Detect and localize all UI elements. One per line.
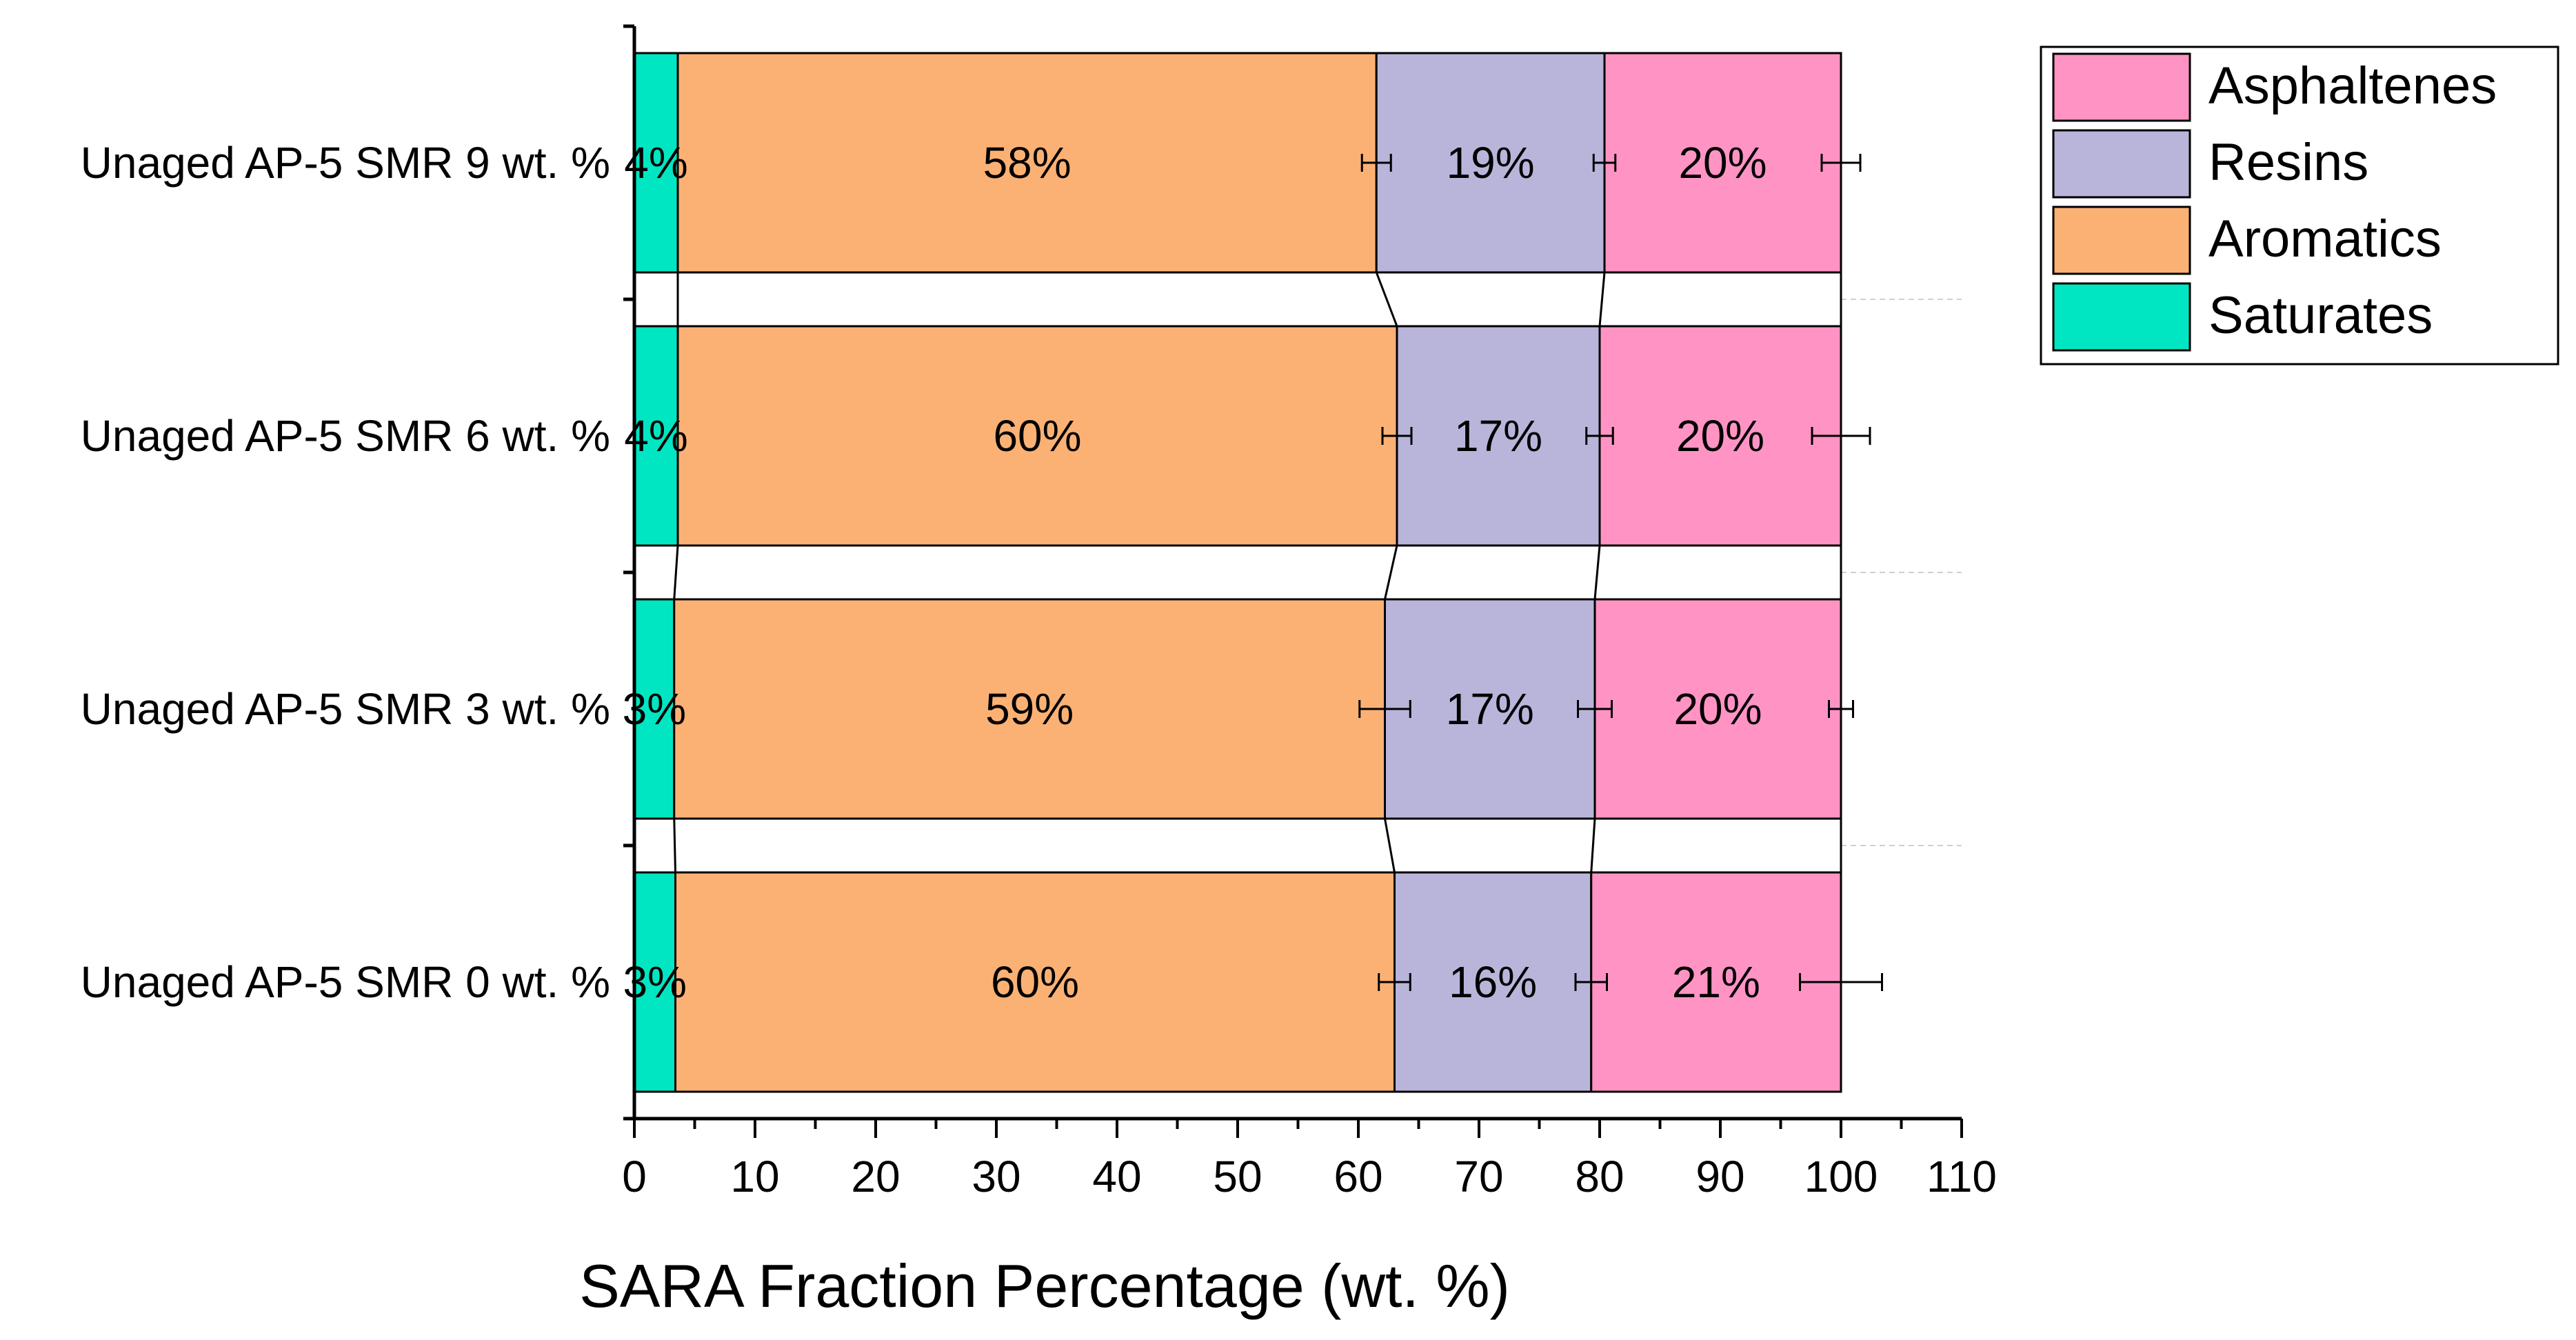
x-tick-label-50: 50 [1213,1152,1262,1201]
x-tick-label-40: 40 [1092,1152,1141,1201]
connector-line-resins [1590,818,1596,873]
x-tick-label-60: 60 [1334,1152,1382,1201]
x-tick-label-10: 10 [730,1152,779,1201]
legend-swatch-saturates [2052,282,2191,352]
error-bar-asphaltenes-unaged-ap-5-smr-6-wt [1811,427,1871,445]
legend: Asphaltenes Resins Aromatics Saturates [2040,46,2559,366]
bar-aromatics-unaged-ap-5-smr-6-wt [676,325,1398,547]
data-label-asphaltenes-unaged-ap-5-smr-0-wt: 21% [1672,957,1760,1007]
error-bar-resins-unaged-ap-5-smr-0-wt [1574,973,1608,991]
data-labels: 3% 60% 16% 21%3% 59% 17% 20%4% 60% 17% 20%4% 58% 19… [623,138,1767,1007]
bar-asphaltenes-unaged-ap-5-smr-9-wt [1603,52,1842,274]
bar-aromatics-unaged-ap-5-smr-3-wt [673,598,1386,820]
error-bar-aromatics-unaged-ap-5-smr-0-wt [1378,973,1411,991]
data-label-resins-unaged-ap-5-smr-0-wt: 16% [1449,957,1537,1007]
data-label-resins-unaged-ap-5-smr-3-wt: 17% [1446,684,1534,734]
error-bar-aromatics-unaged-ap-5-smr-3-wt [1358,700,1411,718]
error-bar-asphaltenes-unaged-ap-5-smr-0-wt [1799,973,1883,991]
data-label-asphaltenes-unaged-ap-5-smr-9-wt: 20% [1678,138,1767,188]
bar-resins-unaged-ap-5-smr-6-wt [1396,325,1601,547]
bar-aromatics-unaged-ap-5-smr-9-wt [676,52,1378,274]
x-tick-label-80: 80 [1575,1152,1624,1201]
x-tick-label-0: 0 [622,1152,647,1201]
connector-line-aromatics [1384,545,1398,600]
data-label-resins-unaged-ap-5-smr-9-wt: 19% [1447,138,1535,188]
bar-resins-unaged-ap-5-smr-9-wt [1375,52,1606,274]
connector-line-resins [1598,272,1606,327]
connector-line-aromatics [1384,818,1396,873]
error-bar-aromatics-unaged-ap-5-smr-9-wt [1360,154,1392,172]
error-bar-aromatics-unaged-ap-5-smr-6-wt [1381,427,1413,445]
x-tick-label-90: 90 [1695,1152,1744,1201]
y-tick-label-unaged-ap-5-smr-6-wt: Unaged AP-5 SMR 6 wt. % [81,411,610,461]
data-label-asphaltenes-unaged-ap-5-smr-3-wt: 20% [1673,684,1762,734]
y-tick-label-unaged-ap-5-smr-3-wt: Unaged AP-5 SMR 3 wt. % [81,684,610,734]
gap-outline [633,544,1842,601]
error-bars [1358,154,1883,991]
data-label-aromatics-unaged-ap-5-smr-6-wt: 60% [993,411,1081,461]
legend-label-saturates: Saturates [2208,286,2433,345]
bar-aromatics-unaged-ap-5-smr-0-wt [674,871,1396,1093]
data-label-asphaltenes-unaged-ap-5-smr-6-wt: 20% [1676,411,1764,461]
x-tick-label-110: 110 [1926,1152,1997,1201]
connector-line-saturates [673,545,679,600]
bar-segments [633,52,1842,1093]
gap-outline [633,271,1842,328]
data-label-aromatics-unaged-ap-5-smr-3-wt: 59% [985,684,1074,734]
bar-resins-unaged-ap-5-smr-0-wt [1393,871,1593,1093]
x-axis-title: SARA Fraction Percentage (wt. %) [579,1252,1510,1320]
data-label-resins-unaged-ap-5-smr-6-wt: 17% [1454,411,1542,461]
legend-label-resins: Resins [2208,133,2368,192]
data-label-aromatics-unaged-ap-5-smr-9-wt: 58% [983,138,1071,188]
y-tick-label-unaged-ap-5-smr-0-wt: Unaged AP-5 SMR 0 wt. % [81,957,610,1007]
legend-swatch-resins [2052,129,2191,199]
error-bar-resins-unaged-ap-5-smr-6-wt [1585,427,1614,445]
gap-outline [633,817,1842,874]
legend-swatch-aromatics [2052,206,2191,275]
legend-label-asphaltenes: Asphaltenes [2208,57,2497,115]
legend-swatch-asphaltenes [2052,52,2191,122]
data-label-saturates-unaged-ap-5-smr-3-wt: 3% [623,684,687,734]
legend-label-aromatics: Aromatics [2208,210,2442,268]
bar-asphaltenes-unaged-ap-5-smr-3-wt [1593,598,1842,820]
connector-line-saturates [673,818,676,873]
data-label-aromatics-unaged-ap-5-smr-0-wt: 60% [991,957,1079,1007]
bar-resins-unaged-ap-5-smr-3-wt [1384,598,1596,820]
x-tick-label-30: 30 [972,1152,1020,1201]
axes: Unaged AP-5 SMR 0 wt. % Unaged AP-5 SMR 3… [81,24,1997,1201]
x-tick-label-20: 20 [851,1152,900,1201]
error-bar-asphaltenes-unaged-ap-5-smr-9-wt [1820,154,1862,172]
bar-asphaltenes-unaged-ap-5-smr-6-wt [1598,325,1842,547]
error-bar-resins-unaged-ap-5-smr-3-wt [1577,700,1613,718]
bar-saturates-unaged-ap-5-smr-0-wt [633,871,676,1093]
y-tick-label-unaged-ap-5-smr-9-wt: Unaged AP-5 SMR 9 wt. % [81,138,610,188]
error-bar-asphaltenes-unaged-ap-5-smr-3-wt [1828,700,1854,718]
connector-line-aromatics [1375,272,1398,327]
data-label-saturates-unaged-ap-5-smr-0-wt: 3% [623,957,687,1007]
x-tick-label-70: 70 [1454,1152,1503,1201]
x-tick-label-100: 100 [1804,1152,1878,1201]
error-bar-resins-unaged-ap-5-smr-9-wt [1592,154,1617,172]
connector-line-resins [1593,545,1601,600]
